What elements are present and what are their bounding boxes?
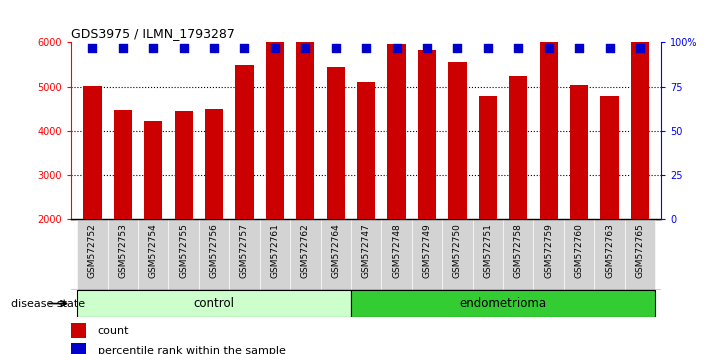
Text: GSM572748: GSM572748 bbox=[392, 223, 401, 278]
Bar bbox=[449, 62, 466, 219]
Bar bbox=[479, 97, 497, 219]
Bar bbox=[174, 111, 193, 219]
Text: GSM572757: GSM572757 bbox=[240, 223, 249, 278]
Point bbox=[360, 45, 372, 51]
Bar bbox=[326, 67, 345, 219]
Bar bbox=[357, 82, 375, 219]
FancyBboxPatch shape bbox=[381, 219, 412, 290]
Point bbox=[513, 45, 524, 51]
FancyBboxPatch shape bbox=[77, 219, 107, 290]
Point bbox=[330, 45, 341, 51]
Bar bbox=[296, 0, 314, 219]
FancyBboxPatch shape bbox=[625, 219, 655, 290]
Bar bbox=[83, 86, 102, 219]
Bar bbox=[509, 76, 528, 219]
Bar bbox=[114, 110, 132, 219]
Text: GSM572758: GSM572758 bbox=[514, 223, 523, 278]
Text: GSM572754: GSM572754 bbox=[149, 223, 158, 278]
FancyBboxPatch shape bbox=[564, 219, 594, 290]
Point bbox=[87, 45, 98, 51]
Text: GSM572765: GSM572765 bbox=[636, 223, 644, 278]
Point bbox=[482, 45, 493, 51]
Point bbox=[148, 45, 159, 51]
Bar bbox=[205, 109, 223, 219]
Text: count: count bbox=[97, 326, 129, 336]
FancyBboxPatch shape bbox=[442, 219, 473, 290]
FancyBboxPatch shape bbox=[77, 290, 351, 317]
Text: GSM572763: GSM572763 bbox=[605, 223, 614, 278]
Point bbox=[391, 45, 402, 51]
Text: GSM572755: GSM572755 bbox=[179, 223, 188, 278]
FancyBboxPatch shape bbox=[138, 219, 169, 290]
Text: GSM572756: GSM572756 bbox=[210, 223, 218, 278]
FancyBboxPatch shape bbox=[229, 219, 260, 290]
Point bbox=[299, 45, 311, 51]
Point bbox=[543, 45, 555, 51]
Text: percentile rank within the sample: percentile rank within the sample bbox=[97, 346, 286, 354]
Bar bbox=[144, 121, 162, 219]
Point bbox=[269, 45, 281, 51]
Bar bbox=[235, 65, 254, 219]
Text: GSM572753: GSM572753 bbox=[118, 223, 127, 278]
Bar bbox=[387, 44, 406, 219]
Text: GSM572749: GSM572749 bbox=[422, 223, 432, 278]
Text: GSM572751: GSM572751 bbox=[483, 223, 492, 278]
FancyBboxPatch shape bbox=[533, 219, 564, 290]
FancyBboxPatch shape bbox=[594, 219, 625, 290]
Text: control: control bbox=[193, 297, 235, 310]
Text: GSM572752: GSM572752 bbox=[88, 223, 97, 278]
Bar bbox=[631, 0, 649, 219]
FancyBboxPatch shape bbox=[260, 219, 290, 290]
Point bbox=[573, 45, 584, 51]
Text: GSM572764: GSM572764 bbox=[331, 223, 341, 278]
Text: disease state: disease state bbox=[11, 298, 85, 309]
Bar bbox=[600, 96, 619, 219]
Text: GSM572747: GSM572747 bbox=[362, 223, 370, 278]
Text: endometrioma: endometrioma bbox=[459, 297, 547, 310]
Point bbox=[604, 45, 615, 51]
Bar bbox=[418, 50, 436, 219]
Point bbox=[451, 45, 463, 51]
Bar bbox=[71, 343, 86, 354]
Text: GSM572761: GSM572761 bbox=[270, 223, 279, 278]
Bar bbox=[71, 323, 86, 338]
Text: GSM572762: GSM572762 bbox=[301, 223, 310, 278]
Point bbox=[178, 45, 189, 51]
Text: GDS3975 / ILMN_1793287: GDS3975 / ILMN_1793287 bbox=[71, 27, 235, 40]
Bar bbox=[540, 7, 558, 219]
FancyBboxPatch shape bbox=[321, 219, 351, 290]
Text: GSM572760: GSM572760 bbox=[574, 223, 584, 278]
Point bbox=[117, 45, 129, 51]
FancyBboxPatch shape bbox=[412, 219, 442, 290]
FancyBboxPatch shape bbox=[107, 219, 138, 290]
Text: GSM572750: GSM572750 bbox=[453, 223, 462, 278]
FancyBboxPatch shape bbox=[351, 290, 655, 317]
FancyBboxPatch shape bbox=[473, 219, 503, 290]
FancyBboxPatch shape bbox=[351, 219, 381, 290]
FancyBboxPatch shape bbox=[169, 219, 199, 290]
Point bbox=[422, 45, 433, 51]
FancyBboxPatch shape bbox=[503, 219, 533, 290]
FancyBboxPatch shape bbox=[199, 219, 229, 290]
Point bbox=[239, 45, 250, 51]
Point bbox=[634, 45, 646, 51]
Text: GSM572759: GSM572759 bbox=[544, 223, 553, 278]
Bar bbox=[266, 18, 284, 219]
FancyBboxPatch shape bbox=[290, 219, 321, 290]
Point bbox=[208, 45, 220, 51]
Bar bbox=[570, 85, 588, 219]
